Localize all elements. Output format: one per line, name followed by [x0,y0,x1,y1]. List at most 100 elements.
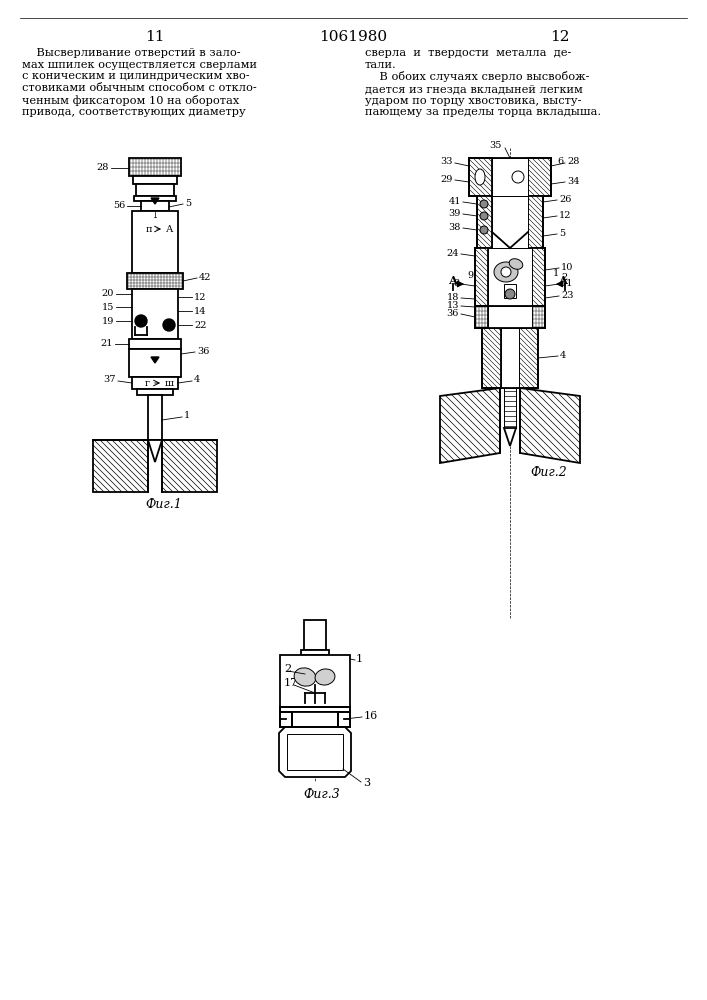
Bar [132,211,178,273]
Bar [148,395,162,440]
Text: 38: 38 [449,223,461,232]
Polygon shape [477,196,492,248]
Bar [492,196,528,248]
Bar [137,389,173,395]
Polygon shape [148,440,162,462]
Text: 5: 5 [559,229,565,237]
Text: 15: 15 [102,302,114,312]
Bar [501,328,519,388]
Bar [292,712,338,727]
Text: 4: 4 [194,375,200,384]
Text: 3: 3 [363,778,370,788]
Text: 11: 11 [561,278,573,288]
Text: 12: 12 [194,292,206,302]
Text: 2: 2 [284,664,291,674]
Text: 24: 24 [447,248,459,257]
Text: А: А [166,225,173,233]
Polygon shape [469,158,492,196]
Polygon shape [504,428,516,446]
Circle shape [163,319,175,331]
Text: 18: 18 [447,294,459,302]
Ellipse shape [315,669,335,685]
Polygon shape [129,349,181,377]
Polygon shape [440,388,500,463]
Text: 12: 12 [559,211,571,220]
Text: 23: 23 [561,290,573,300]
Text: г: г [145,378,150,387]
Polygon shape [162,440,217,492]
Text: А: А [559,274,568,286]
Text: 33: 33 [440,157,453,166]
Bar [132,289,178,339]
Ellipse shape [475,169,485,185]
Circle shape [505,289,515,299]
Text: Высверливание отверстий в зало-
мах шпилек осуществляется сверлами
с коническим : Высверливание отверстий в зало- мах шпил… [22,48,257,117]
Text: 37: 37 [103,375,116,384]
Bar [127,273,183,289]
Bar [304,620,326,650]
Bar [280,712,292,727]
Polygon shape [520,388,580,463]
Text: 10: 10 [561,262,573,271]
Polygon shape [528,158,551,196]
Ellipse shape [494,262,518,282]
Circle shape [480,226,488,234]
Bar [532,306,545,328]
Bar [280,707,350,712]
Circle shape [480,200,488,208]
Text: 9: 9 [467,271,473,280]
Bar [136,184,174,196]
Bar [492,158,528,196]
Text: 2: 2 [561,272,567,282]
Text: 36: 36 [197,347,209,356]
Text: 11: 11 [145,30,165,44]
Text: 13: 13 [447,302,459,310]
Text: 21: 21 [100,340,113,349]
Bar [129,339,181,349]
Polygon shape [151,198,159,204]
Text: 22: 22 [194,320,206,330]
Text: 5: 5 [185,198,191,208]
Bar [504,388,516,428]
Text: 28: 28 [97,163,109,172]
Text: Фиг.3: Фиг.3 [303,788,340,802]
Text: 26: 26 [559,194,571,204]
Polygon shape [528,196,543,248]
Bar [338,712,350,727]
Text: 56: 56 [112,202,125,211]
Bar [280,655,350,707]
Text: 34: 34 [567,176,580,186]
Polygon shape [279,727,351,777]
Text: 20: 20 [102,290,114,298]
Text: 29: 29 [440,174,453,184]
Text: 28: 28 [567,157,579,166]
Text: 19: 19 [102,316,114,326]
Bar [504,284,516,298]
Polygon shape [151,357,159,363]
Circle shape [135,315,147,327]
Bar [133,176,177,184]
Bar [129,158,181,176]
Circle shape [512,171,524,183]
Text: 4: 4 [560,351,566,360]
Text: 36: 36 [447,308,459,318]
Polygon shape [532,248,545,306]
Text: п: п [146,225,152,233]
Text: 35: 35 [490,141,502,150]
Polygon shape [482,328,501,388]
Polygon shape [93,440,148,492]
Ellipse shape [509,259,522,269]
Bar [488,306,532,328]
Text: 1: 1 [553,268,559,277]
Text: Фиг.2: Фиг.2 [530,466,567,480]
Text: 39: 39 [449,209,461,218]
Text: сверла  и  твердости  металла  де-
тали.
    В обоих случаях сверло высвобож-
да: сверла и твердости металла де- тали. В о… [365,48,601,117]
Circle shape [480,212,488,220]
Ellipse shape [294,668,316,686]
Bar [132,377,178,389]
Text: 42: 42 [199,272,211,282]
Polygon shape [519,328,538,388]
Polygon shape [475,248,488,306]
Bar [141,201,169,211]
Text: 1: 1 [356,654,363,664]
